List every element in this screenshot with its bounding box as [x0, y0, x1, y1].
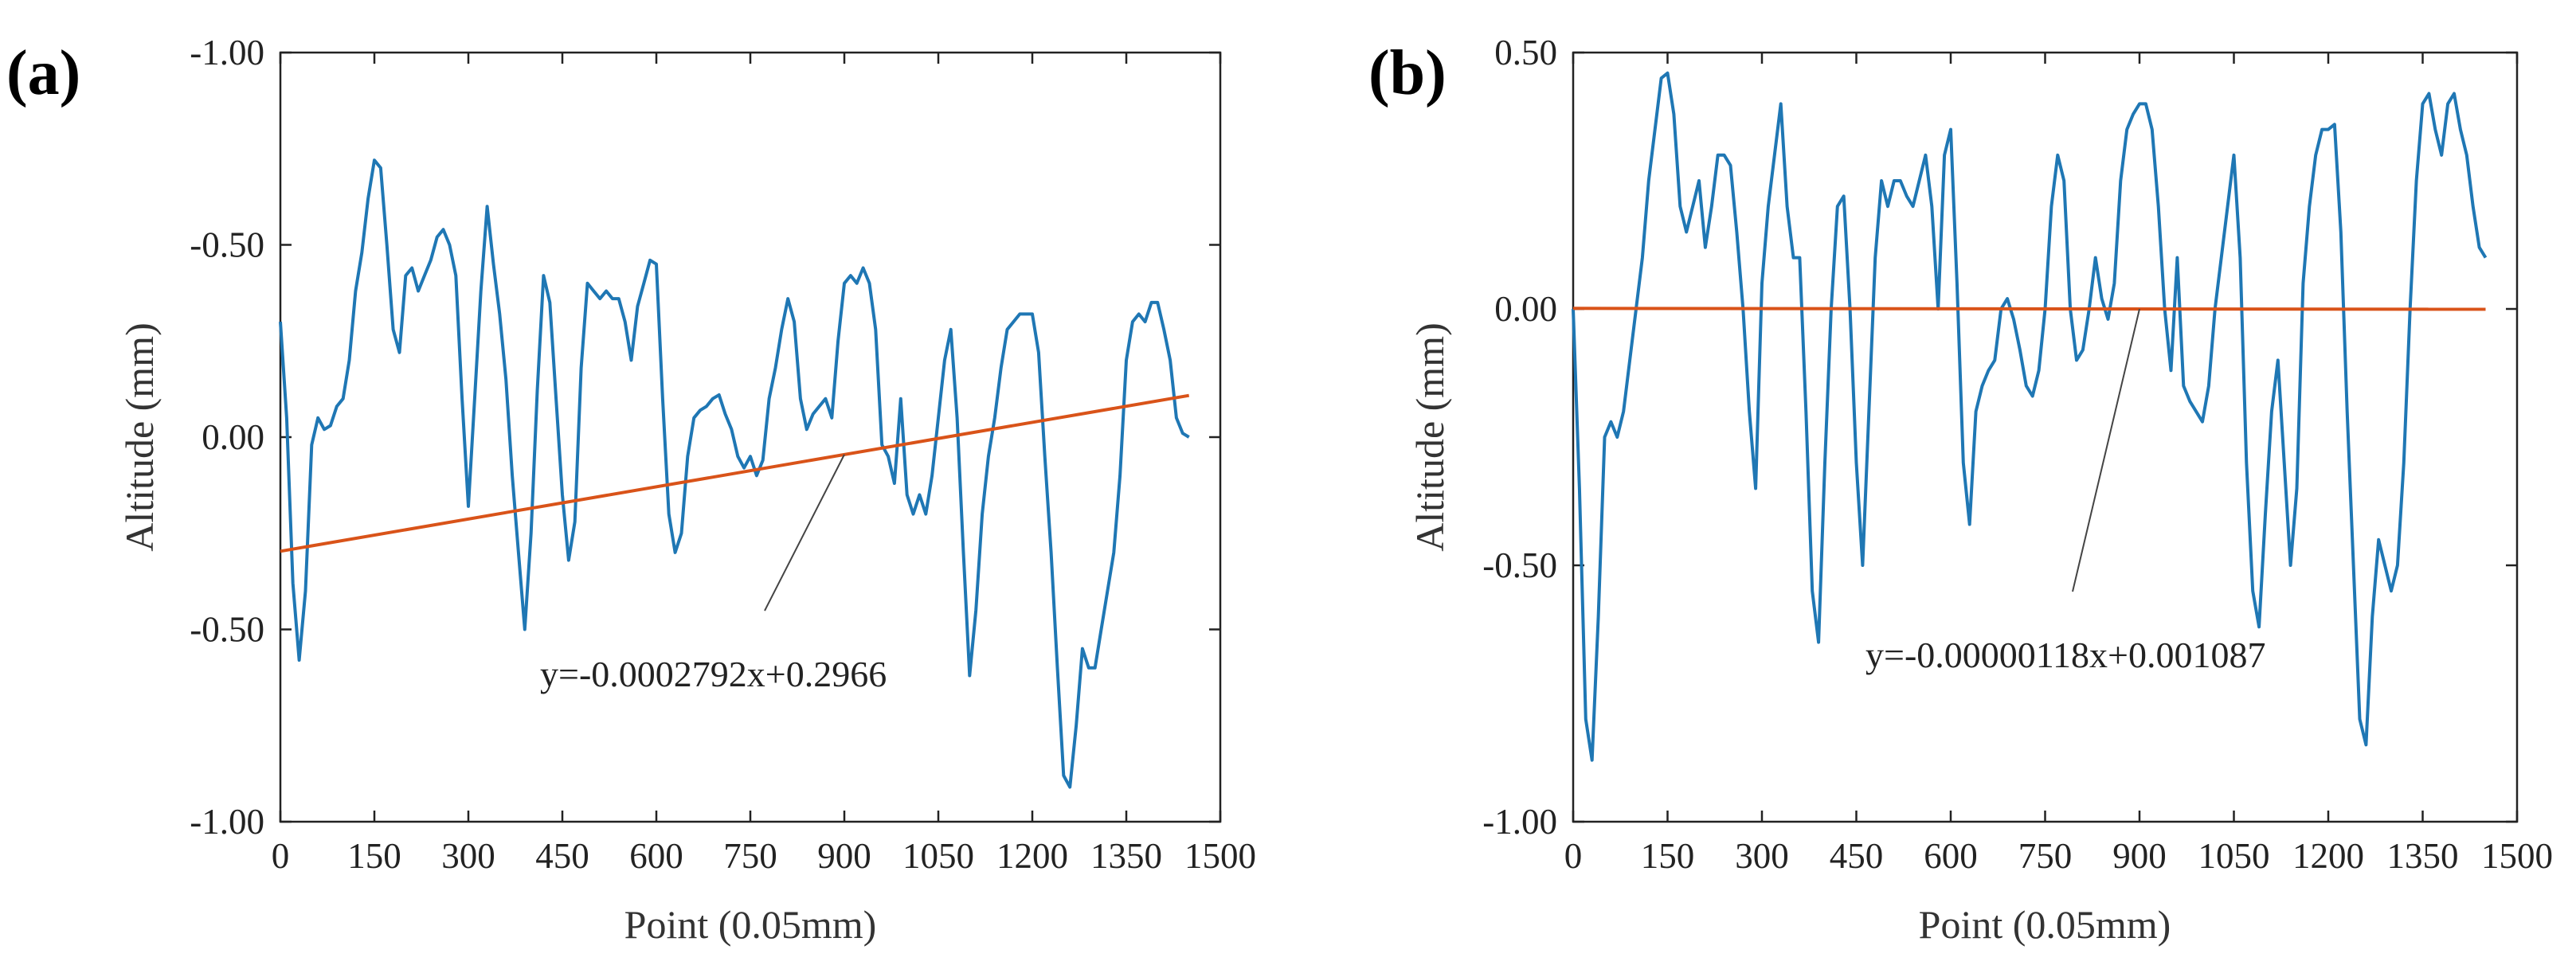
x-tick-label: 600: [1924, 836, 1978, 876]
x-tick-label: 300: [1735, 836, 1789, 876]
x-tick-label: 900: [2112, 836, 2167, 876]
x-tick-label: 1200: [2292, 836, 2364, 876]
x-axis-label: Point (0.05mm): [624, 902, 877, 947]
x-tick-label: 450: [1830, 836, 1884, 876]
fit-equation-label: y=-0.00000118x+0.001087: [1865, 635, 2266, 675]
y-tick-label: -1.00: [190, 33, 264, 72]
x-tick-label: 1050: [902, 836, 974, 876]
x-tick-label: 450: [535, 836, 589, 876]
y-tick-label: -1.00: [1482, 802, 1557, 842]
y-tick-label: -0.50: [190, 225, 264, 265]
fit-line: [280, 393, 1190, 553]
chart-panel-b: (b) 0 150 300 450 600 750 900 1050 1200 1350 1500 -1…: [1368, 33, 2553, 947]
chart-panel-a: (a) 0 150 300 450 600 750 900 1050 1200 1350 1500 -1…: [6, 33, 1256, 947]
x-tick-label: 150: [1641, 836, 1695, 876]
x-axis-label: Point (0.05mm): [1919, 902, 2171, 947]
y-axis-label: Altitude (mm): [1407, 322, 1452, 551]
x-tick-label: 1500: [1184, 836, 1256, 876]
x-tick-label: 750: [723, 836, 777, 876]
y-axis-label: Altitude (mm): [117, 322, 162, 551]
x-tick-label: 1050: [2198, 836, 2270, 876]
x-tick-label: 150: [347, 836, 401, 876]
profile-line: [1572, 71, 2488, 762]
annotation-leader: [764, 454, 845, 612]
x-tick-label: 0: [1564, 836, 1583, 876]
x-tick-label: 1350: [2387, 836, 2459, 876]
x-tick-label: 750: [2018, 836, 2073, 876]
y-tick-label: 0.00: [202, 417, 264, 457]
x-tick-label: 600: [629, 836, 683, 876]
y-tick-label: -0.50: [190, 610, 264, 650]
panel-label: (a): [6, 38, 80, 108]
x-tick-label: 300: [441, 836, 495, 876]
profile-line: [279, 158, 1190, 789]
x-tick-label: 1200: [996, 836, 1068, 876]
x-tick-label: 1500: [2481, 836, 2553, 876]
x-tick-label: 0: [272, 836, 290, 876]
annotation-leader: [2072, 308, 2140, 592]
y-tick-label: 0.50: [1494, 33, 1557, 72]
y-tick-label: -1.00: [190, 802, 264, 842]
x-tick-label: 1350: [1090, 836, 1162, 876]
fit-line: [1572, 307, 2486, 311]
fit-equation-label: y=-0.0002792x+0.2966: [540, 654, 887, 694]
panel-label: (b): [1368, 38, 1447, 108]
x-tick-label: 900: [817, 836, 871, 876]
y-tick-label: -0.50: [1482, 545, 1557, 585]
y-tick-label: 0.00: [1494, 289, 1557, 329]
